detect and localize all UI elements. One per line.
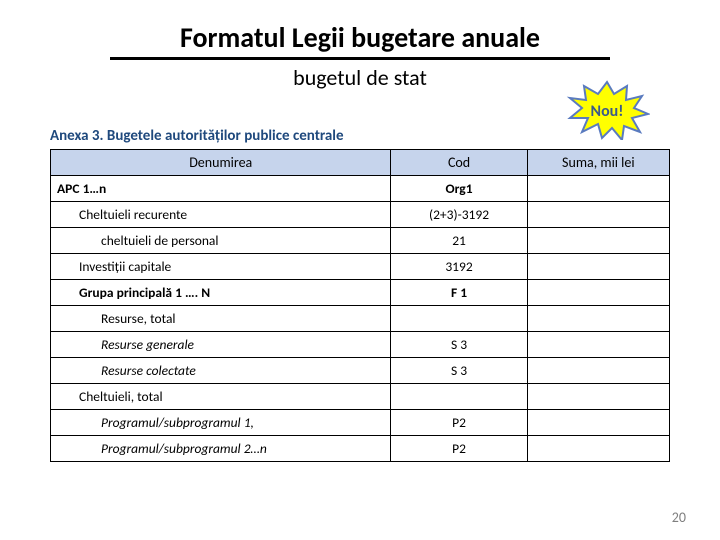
- table-row: Cheltuieli, total: [51, 384, 670, 410]
- cell-cod: P2: [391, 410, 527, 436]
- table-row: Investiții capitale3192: [51, 254, 670, 280]
- cell-cod: S 3: [391, 358, 527, 384]
- cell-suma: [527, 280, 669, 306]
- cell-cod: Org1: [391, 176, 527, 202]
- table-row: Cheltuieli recurente(2+3)-3192: [51, 202, 670, 228]
- table-row: Programul/subprogramul 2…nP2: [51, 436, 670, 462]
- cell-suma: [527, 202, 669, 228]
- cell-cod: 21: [391, 228, 527, 254]
- cell-cod: [391, 306, 527, 332]
- cell-suma: [527, 384, 669, 410]
- cell-name: Cheltuieli, total: [51, 384, 391, 410]
- cell-cod: F 1: [391, 280, 527, 306]
- col-header-name: Denumirea: [51, 150, 391, 176]
- cell-cod: [391, 384, 527, 410]
- cell-suma: [527, 254, 669, 280]
- cell-name: APC 1…n: [51, 176, 391, 202]
- cell-cod: (2+3)-3192: [391, 202, 527, 228]
- cell-cod: P2: [391, 436, 527, 462]
- col-header-suma: Suma, mii lei: [527, 150, 669, 176]
- table-row: Grupa principală 1 …. NF 1: [51, 280, 670, 306]
- nou-burst: Nou!: [564, 80, 650, 145]
- cell-suma: [527, 358, 669, 384]
- cell-name: Cheltuieli recurente: [51, 202, 391, 228]
- table-row: cheltuieli de personal21: [51, 228, 670, 254]
- table-row: Programul/subprogramul 1,P2: [51, 410, 670, 436]
- cell-cod: 3192: [391, 254, 527, 280]
- cell-name: Resurse colectate: [51, 358, 391, 384]
- cell-suma: [527, 410, 669, 436]
- cell-cod: S 3: [391, 332, 527, 358]
- cell-name: cheltuieli de personal: [51, 228, 391, 254]
- page-title: Formatul Legii bugetare anuale: [50, 20, 670, 55]
- page-number: 20: [672, 509, 686, 526]
- cell-suma: [527, 306, 669, 332]
- table-row: Resurse colectateS 3: [51, 358, 670, 384]
- table-row: Resurse, total: [51, 306, 670, 332]
- cell-suma: [527, 228, 669, 254]
- cell-suma: [527, 436, 669, 462]
- cell-name: Investiții capitale: [51, 254, 391, 280]
- col-header-cod: Cod: [391, 150, 527, 176]
- cell-name: Resurse, total: [51, 306, 391, 332]
- table-row: APC 1…nOrg1: [51, 176, 670, 202]
- cell-name: Resurse generale: [51, 332, 391, 358]
- burst-text: Nou!: [591, 102, 624, 121]
- table-row: Resurse generaleS 3: [51, 332, 670, 358]
- cell-suma: [527, 176, 669, 202]
- cell-suma: [527, 332, 669, 358]
- table-header-row: Denumirea Cod Suma, mii lei: [51, 150, 670, 176]
- cell-name: Grupa principală 1 …. N: [51, 280, 391, 306]
- budget-table: Denumirea Cod Suma, mii lei APC 1…nOrg1C…: [50, 149, 670, 462]
- cell-name: Programul/subprogramul 2…n: [51, 436, 391, 462]
- cell-name: Programul/subprogramul 1,: [51, 410, 391, 436]
- title-underline: [110, 57, 610, 60]
